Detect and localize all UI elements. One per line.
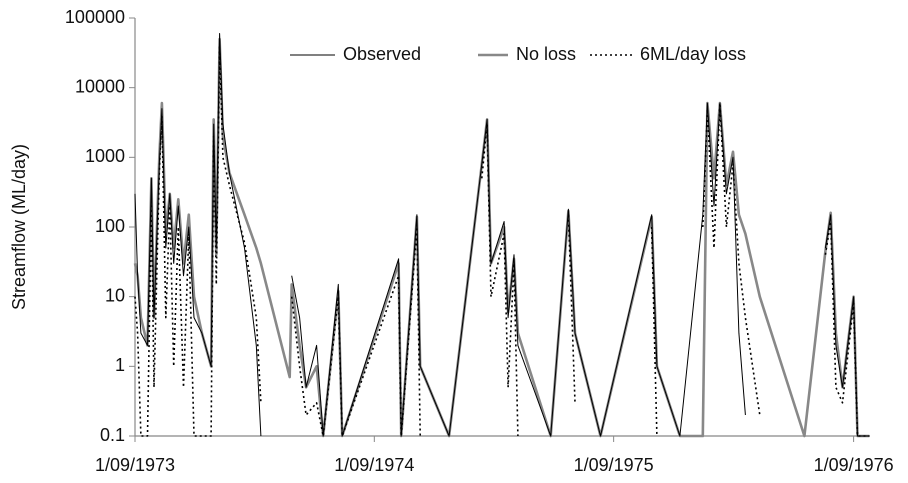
series-line: [134, 33, 870, 437]
y-tick-label: 10: [105, 285, 125, 305]
y-tick-label: 10000: [75, 76, 125, 96]
series-line: [134, 44, 870, 437]
series-line: [133, 37, 870, 438]
y-tick-label: 1: [115, 355, 125, 375]
y-tick-label: 1000: [85, 146, 125, 166]
y-tick-label: 100000: [65, 7, 125, 27]
y-axis-label: Streamflow (ML/day): [9, 144, 29, 310]
legend-label: No loss: [516, 44, 576, 64]
legend-label: 6ML/day loss: [640, 44, 746, 64]
y-tick-label: 0.1: [100, 425, 125, 445]
y-tick-label: 100: [95, 216, 125, 236]
x-tick-label: 1/09/1973: [95, 455, 175, 475]
x-tick-label: 1/09/1975: [574, 455, 654, 475]
x-tick-label: 1/09/1976: [814, 455, 894, 475]
x-tick-label: 1/09/1974: [334, 455, 414, 475]
legend-label: Observed: [343, 44, 421, 64]
